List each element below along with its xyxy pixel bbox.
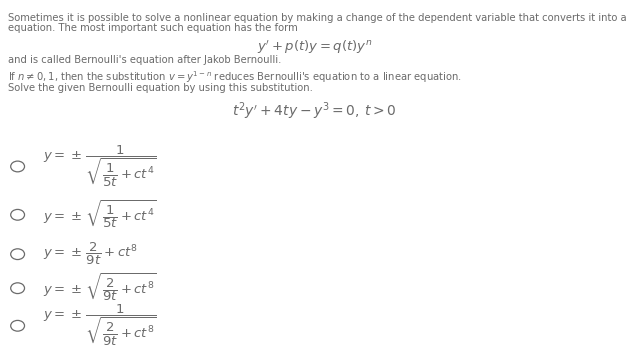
Text: and is called Bernoulli's equation after Jakob Bernoulli.: and is called Bernoulli's equation after… — [8, 55, 281, 66]
Text: $y = \pm\,\sqrt{\dfrac{2}{9t} + ct^8}$: $y = \pm\,\sqrt{\dfrac{2}{9t} + ct^8}$ — [43, 272, 157, 304]
Text: If $n \neq 0, 1$, then the substitution $v = y^{1-n}$ reduces Bernoulli's equati: If $n \neq 0, 1$, then the substitution … — [8, 69, 462, 84]
Text: Solve the given Bernoulli equation by using this substitution.: Solve the given Bernoulli equation by us… — [8, 83, 313, 93]
Text: $t^2y' + 4ty - y^3 = 0,\, t > 0$: $t^2y' + 4ty - y^3 = 0,\, t > 0$ — [232, 100, 397, 122]
Text: Sometimes it is possible to solve a nonlinear equation by making a change of the: Sometimes it is possible to solve a nonl… — [8, 13, 629, 23]
Text: $y = \pm\,\dfrac{2}{9t} + ct^8$: $y = \pm\,\dfrac{2}{9t} + ct^8$ — [43, 241, 138, 267]
Text: $y = \pm\,\dfrac{1}{\sqrt{\dfrac{2}{9t} + ct^8}}$: $y = \pm\,\dfrac{1}{\sqrt{\dfrac{2}{9t} … — [43, 303, 157, 348]
Text: equation. The most important such equation has the form: equation. The most important such equati… — [8, 23, 298, 33]
Text: $y = \pm\,\sqrt{\dfrac{1}{5t} + ct^4}$: $y = \pm\,\sqrt{\dfrac{1}{5t} + ct^4}$ — [43, 199, 157, 231]
Text: $y' + p(t)y = q(t)y^n$: $y' + p(t)y = q(t)y^n$ — [257, 38, 372, 56]
Text: $y = \pm\,\dfrac{1}{\sqrt{\dfrac{1}{5t} + ct^4}}$: $y = \pm\,\dfrac{1}{\sqrt{\dfrac{1}{5t} … — [43, 144, 157, 189]
